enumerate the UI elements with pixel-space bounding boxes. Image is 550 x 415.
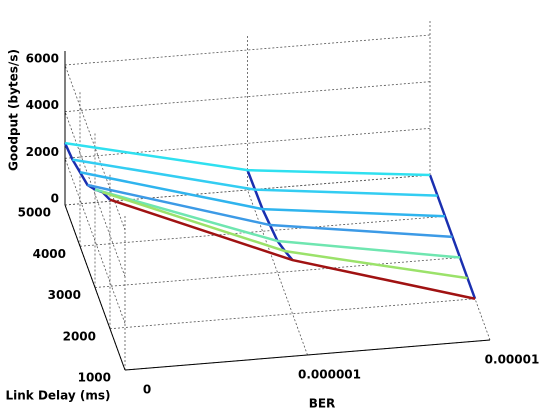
z-tick-label: 4000 [26, 98, 59, 112]
surface-line [87, 183, 453, 239]
y-tick-label: 2000 [63, 329, 96, 343]
grid-line [64, 81, 431, 113]
surface-line [109, 198, 476, 300]
z-tick-label: 0 [51, 192, 59, 206]
grid-line [64, 34, 431, 66]
grid-line [64, 158, 126, 324]
surface-line [94, 188, 461, 259]
z-axis-title: Goodput (bytes/s) [7, 49, 21, 171]
axis-line [64, 204, 126, 371]
surface-line [72, 158, 438, 197]
grid-line [64, 111, 126, 277]
y-tick-label: 5000 [18, 206, 51, 220]
y-tick-label: 1000 [78, 371, 111, 385]
x-tick-label: 0.000001 [298, 368, 361, 382]
z-tick-label: 6000 [26, 52, 59, 66]
surface-line [79, 171, 446, 218]
surface-line [102, 190, 468, 280]
axis-line [124, 339, 491, 371]
grid-line [109, 298, 476, 330]
y-axis-title: Link Delay (ms) [5, 389, 110, 403]
surface-line [64, 141, 431, 177]
grid-line [79, 215, 446, 247]
y-tick-label: 3000 [48, 288, 81, 302]
grid-line [247, 189, 308, 356]
y-tick-label: 4000 [33, 247, 66, 261]
z-tick-label: 2000 [26, 145, 59, 159]
grid-line [429, 174, 491, 341]
x-axis-title: BER [309, 397, 336, 411]
x-tick-label: 0 [143, 383, 151, 397]
grid-line [94, 257, 461, 288]
x-tick-label: 0.00001 [485, 353, 540, 367]
